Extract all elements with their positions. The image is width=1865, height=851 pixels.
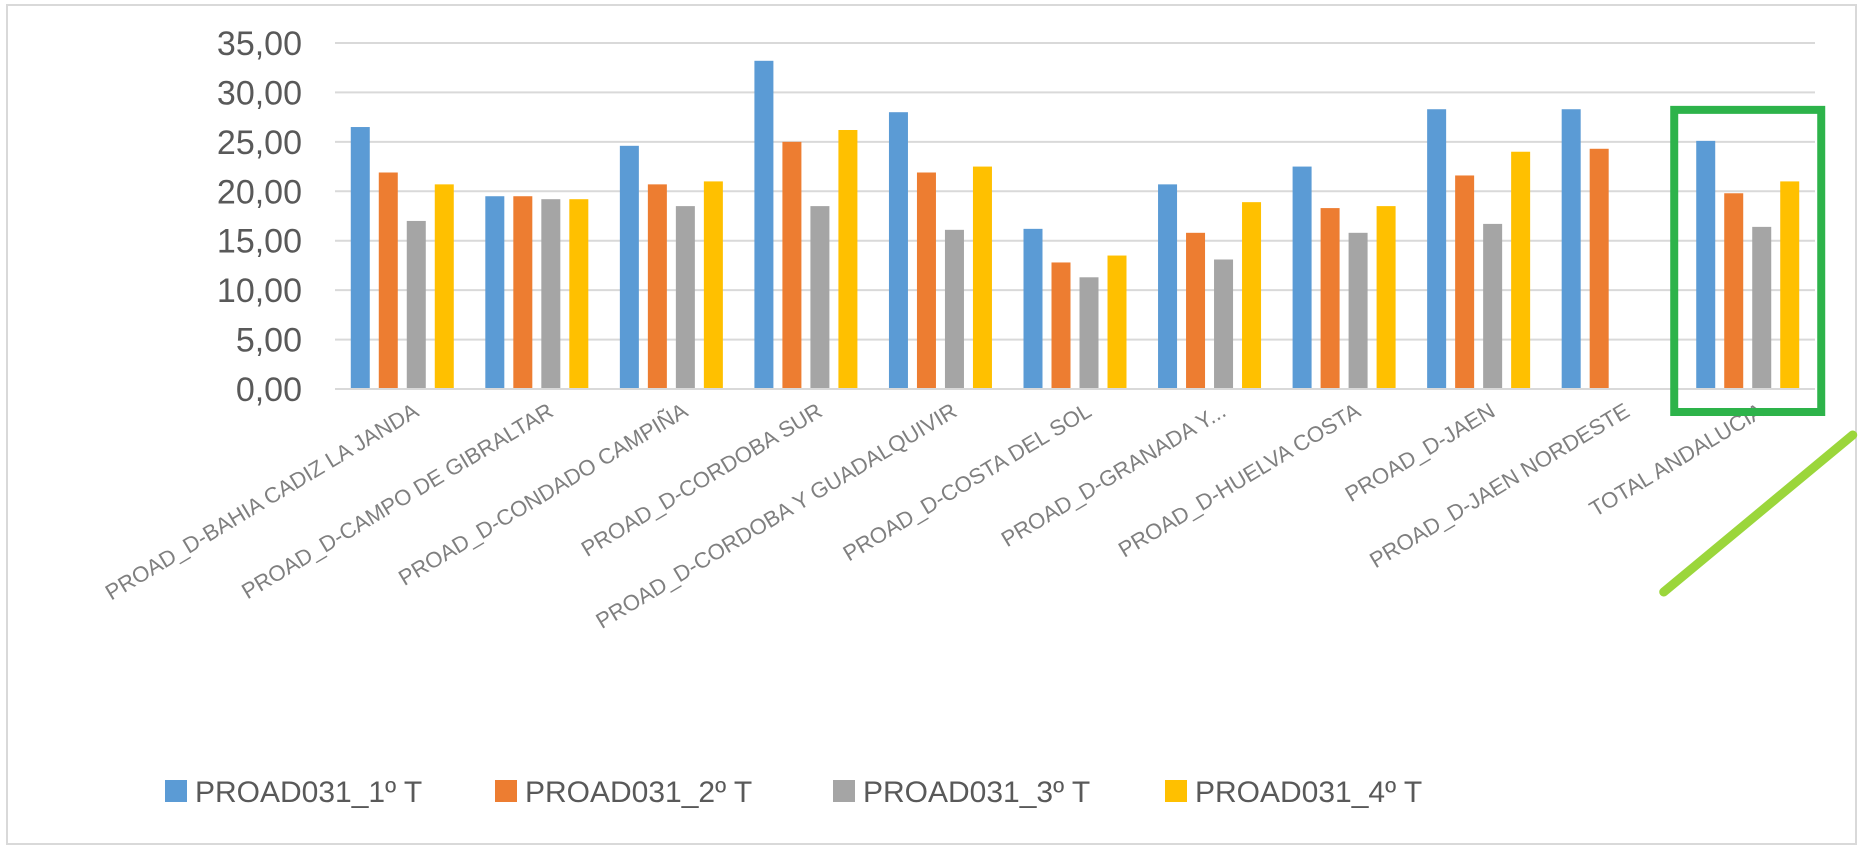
bar bbox=[1214, 259, 1234, 389]
chart-frame bbox=[6, 4, 1857, 845]
y-tick-label: 20,00 bbox=[217, 173, 302, 211]
bar bbox=[1511, 151, 1531, 389]
bar bbox=[541, 199, 561, 389]
bar bbox=[810, 206, 830, 389]
legend-label: PROAD031_3º T bbox=[863, 776, 1090, 809]
bar bbox=[406, 220, 426, 389]
legend: PROAD031_1º T PROAD031_2º T PROAD031_3º T P… bbox=[165, 776, 1422, 809]
y-tick-label: 25,00 bbox=[217, 124, 302, 162]
bar bbox=[1696, 140, 1716, 389]
bar bbox=[888, 112, 908, 389]
legend-label: PROAD031_2º T bbox=[525, 776, 752, 809]
bar bbox=[1186, 232, 1206, 389]
y-tick-label: 10,00 bbox=[217, 272, 302, 310]
y-tick-label: 35,00 bbox=[217, 25, 302, 63]
bar bbox=[1780, 181, 1800, 389]
bar bbox=[782, 141, 802, 389]
bar bbox=[703, 181, 723, 389]
bar bbox=[944, 229, 964, 389]
bar bbox=[513, 196, 533, 389]
highlight-box bbox=[1670, 105, 1826, 417]
y-tick-label: 15,00 bbox=[217, 223, 302, 261]
bar bbox=[972, 166, 992, 389]
bar bbox=[1724, 193, 1744, 389]
legend-swatch bbox=[495, 780, 517, 802]
bar bbox=[1023, 228, 1043, 389]
bar bbox=[1455, 175, 1475, 389]
y-axis-ticks: 0,00 5,00 10,00 15,00 20,00 25,00 30,00 35,00 bbox=[217, 25, 302, 409]
bar bbox=[569, 199, 589, 389]
bar bbox=[838, 129, 858, 389]
x-category-label: PROAD_D-JAEN NORDESTE bbox=[1365, 398, 1634, 573]
x-axis-category-labels: PROAD_D-BAHIA CADIZ LA JANDAPROAD_D-CAMP… bbox=[101, 398, 1769, 634]
bar bbox=[1051, 262, 1071, 389]
highlight-annotation bbox=[1659, 105, 1858, 597]
bar bbox=[378, 172, 398, 389]
x-category-label: PROAD_D-HUELVA COSTA bbox=[1114, 398, 1365, 563]
bar bbox=[619, 145, 639, 389]
bar bbox=[350, 127, 370, 390]
x-category-label: PROAD_D-CORDOBA SUR bbox=[577, 398, 827, 562]
legend-swatch bbox=[833, 780, 855, 802]
bar bbox=[434, 184, 454, 389]
legend-swatch bbox=[1165, 780, 1187, 802]
bar bbox=[1079, 277, 1099, 389]
bar bbox=[1242, 202, 1262, 389]
legend-swatch bbox=[165, 780, 187, 802]
bar bbox=[1589, 148, 1609, 389]
bars bbox=[350, 60, 1800, 390]
bar bbox=[1348, 232, 1368, 389]
bar bbox=[1158, 184, 1178, 389]
legend-label: PROAD031_4º T bbox=[1195, 776, 1422, 809]
x-category-label: PROAD_D-GRANADA Y... bbox=[997, 398, 1230, 552]
legend-label: PROAD031_1º T bbox=[195, 776, 422, 809]
bar bbox=[1427, 109, 1447, 389]
y-tick-label: 30,00 bbox=[217, 74, 302, 112]
bar bbox=[916, 172, 936, 389]
bar bbox=[1752, 226, 1772, 389]
x-category-label: PROAD_D-COSTA DEL SOL bbox=[839, 398, 1096, 566]
bar bbox=[1376, 206, 1396, 389]
bar bbox=[485, 196, 505, 389]
bar bbox=[647, 184, 667, 389]
bar bbox=[1561, 109, 1581, 389]
highlight-underline bbox=[1659, 430, 1858, 597]
bar bbox=[1107, 255, 1127, 389]
bar bbox=[675, 206, 695, 389]
bar bbox=[754, 60, 774, 390]
bar bbox=[1320, 208, 1340, 389]
bar bbox=[1483, 223, 1503, 389]
bar bbox=[1292, 166, 1312, 389]
y-tick-label: 0,00 bbox=[236, 371, 302, 409]
y-tick-label: 5,00 bbox=[236, 322, 302, 360]
